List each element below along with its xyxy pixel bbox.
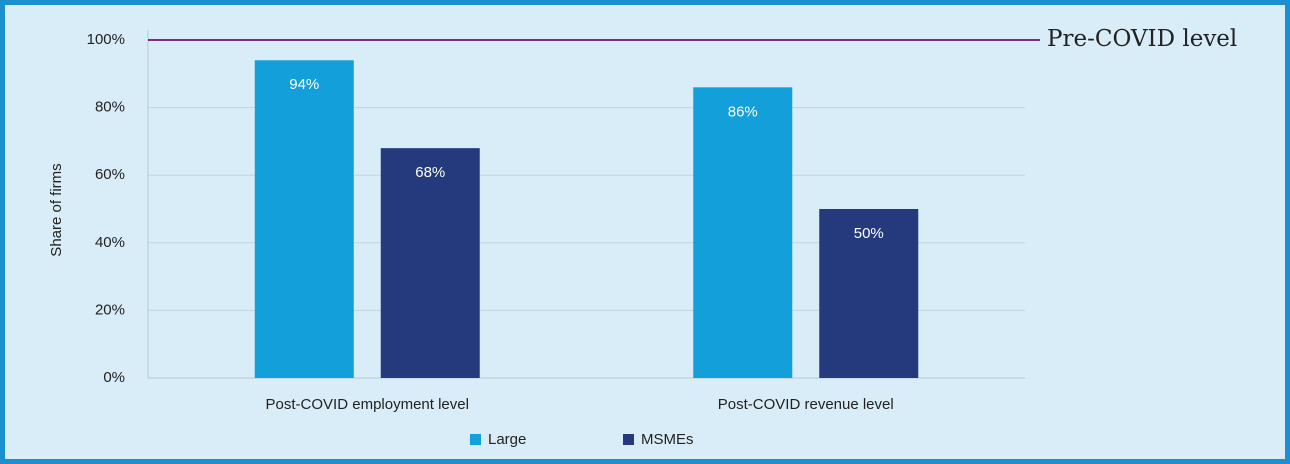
bar bbox=[693, 87, 793, 378]
y-tick-label: 60% bbox=[95, 166, 125, 183]
y-tick-label: 100% bbox=[87, 31, 125, 48]
x-tick-label: Post-COVID employment level bbox=[266, 396, 469, 413]
y-tick-label: 80% bbox=[95, 99, 125, 116]
value-label: 86% bbox=[728, 103, 758, 120]
x-tick-label: Post-COVID revenue level bbox=[718, 396, 894, 413]
legend-label: MSMEs bbox=[641, 431, 694, 448]
y-tick-label: 20% bbox=[95, 301, 125, 318]
legend-swatch bbox=[470, 434, 481, 445]
bar bbox=[819, 209, 919, 378]
reference-label: Pre-COVID level bbox=[1047, 26, 1237, 52]
value-label: 68% bbox=[415, 164, 445, 181]
y-axis-label: Share of firms bbox=[48, 163, 65, 256]
legend-label: Large bbox=[488, 431, 526, 448]
value-label: 94% bbox=[289, 76, 319, 93]
bar bbox=[380, 148, 480, 378]
y-tick-label: 0% bbox=[103, 369, 125, 386]
y-tick-label: 40% bbox=[95, 234, 125, 251]
background bbox=[5, 5, 1285, 459]
bar bbox=[254, 60, 354, 378]
value-label: 50% bbox=[854, 225, 884, 242]
legend-swatch bbox=[623, 434, 634, 445]
